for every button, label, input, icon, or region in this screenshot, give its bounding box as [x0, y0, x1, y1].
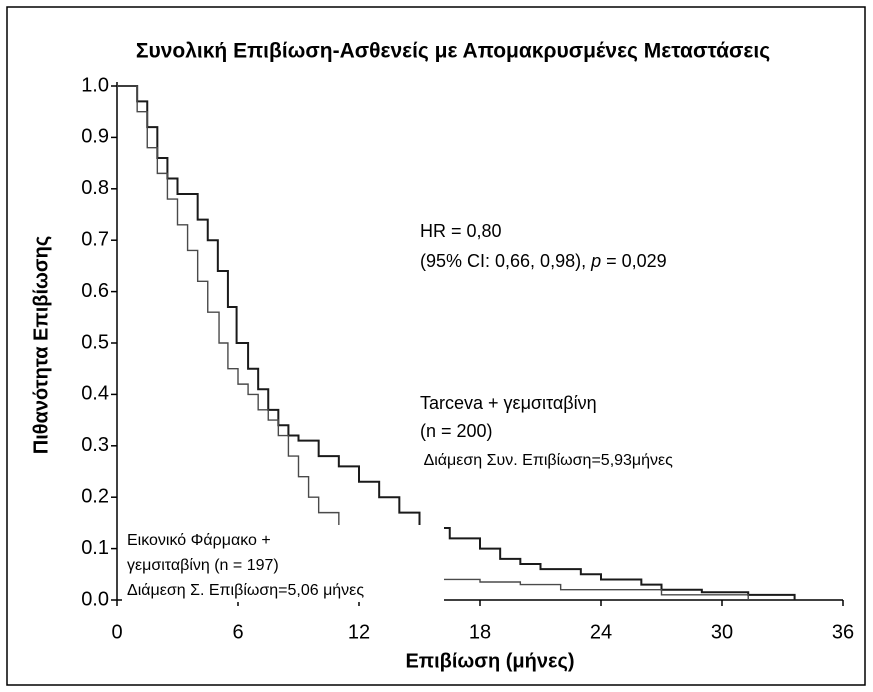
- survival-curve: [117, 85, 796, 600]
- annotation-part: (95% CI: 0,66, 0,98),: [420, 251, 591, 271]
- annotation-part: Tarceva + γεμσιταβίνη: [420, 393, 597, 413]
- y-tick-label: 0.3: [81, 434, 109, 456]
- annotation: (n = 200): [420, 421, 493, 441]
- annotation-part: Διάμεση Σ. Επιβίωση=5,06 μήνες: [127, 582, 364, 599]
- annotation: γεμσιταβίνη (n = 197): [127, 557, 279, 574]
- y-tick-label: 0.0: [81, 588, 109, 610]
- chart-title: Συνολική Επιβίωση-Ασθενείς με Απομακρυσμ…: [136, 40, 770, 63]
- x-tick-label: 24: [590, 621, 612, 643]
- y-axis-label: Πιθανότητα Επιβίωσης: [30, 236, 52, 454]
- annotation: Διάμεση Συν. Επιβίωση=5,93μήνες: [420, 452, 673, 469]
- x-tick-label: 30: [711, 621, 733, 643]
- x-tick-label: 18: [469, 621, 491, 643]
- x-tick-label: 12: [348, 621, 370, 643]
- annotation-part: Διάμεση Συν. Επιβίωση=5,93μήνες: [420, 452, 673, 469]
- annotation-part: γεμσιταβίνη (n = 197): [127, 557, 279, 574]
- annotation-part: Εικονικό Φάρμακο +: [127, 532, 271, 549]
- annotation-part: HR = 0,80: [420, 221, 502, 241]
- y-tick-label: 0.5: [81, 331, 109, 353]
- annotation: (95% CI: 0,66, 0,98), p = 0,029: [420, 251, 667, 271]
- y-tick-label: 1.0: [81, 74, 109, 96]
- x-tick-label: 0: [111, 621, 122, 643]
- y-tick-label: 0.2: [81, 485, 109, 507]
- annotation: Διάμεση Σ. Επιβίωση=5,06 μήνες: [127, 582, 364, 599]
- annotation: HR = 0,80: [420, 221, 502, 241]
- x-tick-label: 6: [232, 621, 243, 643]
- annotation-part: = 0,029: [601, 251, 667, 271]
- annotation-part: p: [590, 251, 601, 271]
- y-tick-label: 0.6: [81, 280, 109, 302]
- y-tick-label: 0.4: [81, 383, 109, 405]
- y-tick-label: 0.7: [81, 228, 109, 250]
- annotation-part: (n = 200): [420, 421, 493, 441]
- y-tick-label: 0.8: [81, 177, 109, 199]
- annotation: Εικονικό Φάρμακο +: [127, 532, 271, 549]
- y-tick-label: 0.1: [81, 537, 109, 559]
- x-tick-label: 36: [832, 621, 854, 643]
- y-tick-label: 0.9: [81, 126, 109, 148]
- annotation: Tarceva + γεμσιταβίνη: [420, 393, 597, 413]
- annotation-box: [122, 525, 444, 602]
- x-axis-label: Επιβίωση (μήνες): [405, 650, 574, 672]
